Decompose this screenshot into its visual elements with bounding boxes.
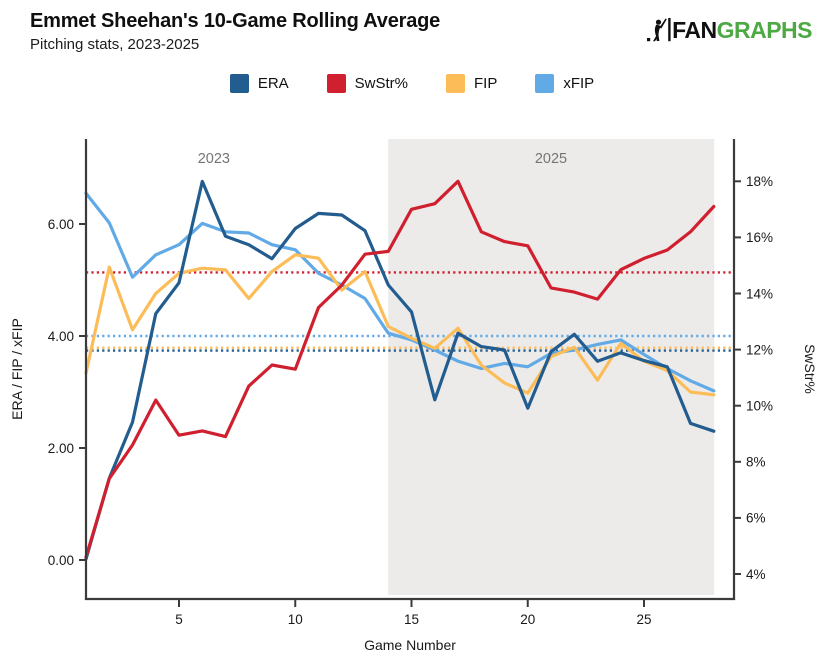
- legend-label: FIP: [474, 75, 498, 92]
- left-tick-label: 2.00: [48, 441, 74, 456]
- left-tick-label: 4.00: [48, 329, 74, 344]
- legend-swatch: [535, 74, 555, 93]
- legend-label: SwStr%: [354, 75, 408, 92]
- legend-item-swstr: SwStr%: [326, 74, 408, 93]
- era-label-2025: 2025: [535, 151, 567, 167]
- legend-item-xfip: xFIP: [535, 74, 594, 93]
- left-tick-label: 6.00: [48, 217, 74, 232]
- x-axis-title: Game Number: [364, 637, 456, 653]
- legend-swatch: [446, 74, 465, 93]
- logo-graphs-text: GRAPHS: [716, 17, 813, 43]
- logo-wordmark: FANGRAPHS: [672, 16, 812, 44]
- batter-icon: [647, 18, 671, 42]
- right-axis-title: SwStr%: [802, 344, 818, 394]
- page-subtitle: Pitching stats, 2023-2025: [30, 36, 200, 53]
- right-tick-label: 4%: [746, 567, 766, 582]
- series-line-era: [84, 179, 716, 561]
- x-tick-label: 15: [404, 612, 419, 627]
- right-tick-label: 6%: [746, 511, 766, 526]
- legend-swatch: [229, 74, 249, 93]
- logo-fan-text: FAN: [672, 17, 717, 43]
- x-tick-label: 10: [288, 612, 303, 627]
- page-title: Emmet Sheehan's 10-Game Rolling Average: [30, 10, 441, 32]
- x-tick-label: 25: [636, 612, 651, 627]
- left-axis-title: ERA / FIP / xFIP: [9, 318, 25, 420]
- legend-label: ERA: [257, 75, 289, 92]
- era-label-2023: 2023: [198, 151, 230, 167]
- legend-label: xFIP: [563, 75, 595, 92]
- x-tick-label: 5: [175, 612, 183, 627]
- right-tick-label: 18%: [746, 174, 773, 189]
- right-tick-label: 16%: [746, 230, 773, 245]
- legend-item-fip: FIP: [446, 74, 497, 93]
- right-tick-label: 12%: [746, 342, 773, 357]
- x-tick-label: 20: [520, 612, 535, 627]
- series-line-swstr: [84, 179, 716, 559]
- left-tick-label: 0.00: [48, 553, 74, 568]
- right-tick-label: 8%: [746, 455, 766, 470]
- series-line-fip: [84, 253, 716, 397]
- legend-item-era: ERA: [229, 74, 289, 93]
- fangraphs-logo: FANGRAPHS: [646, 16, 813, 44]
- right-tick-label: 10%: [746, 399, 773, 414]
- legend-swatch: [326, 74, 346, 93]
- chart-legend: ERA SwStr% FIP xFIP: [0, 74, 824, 93]
- right-tick-label: 14%: [746, 286, 773, 301]
